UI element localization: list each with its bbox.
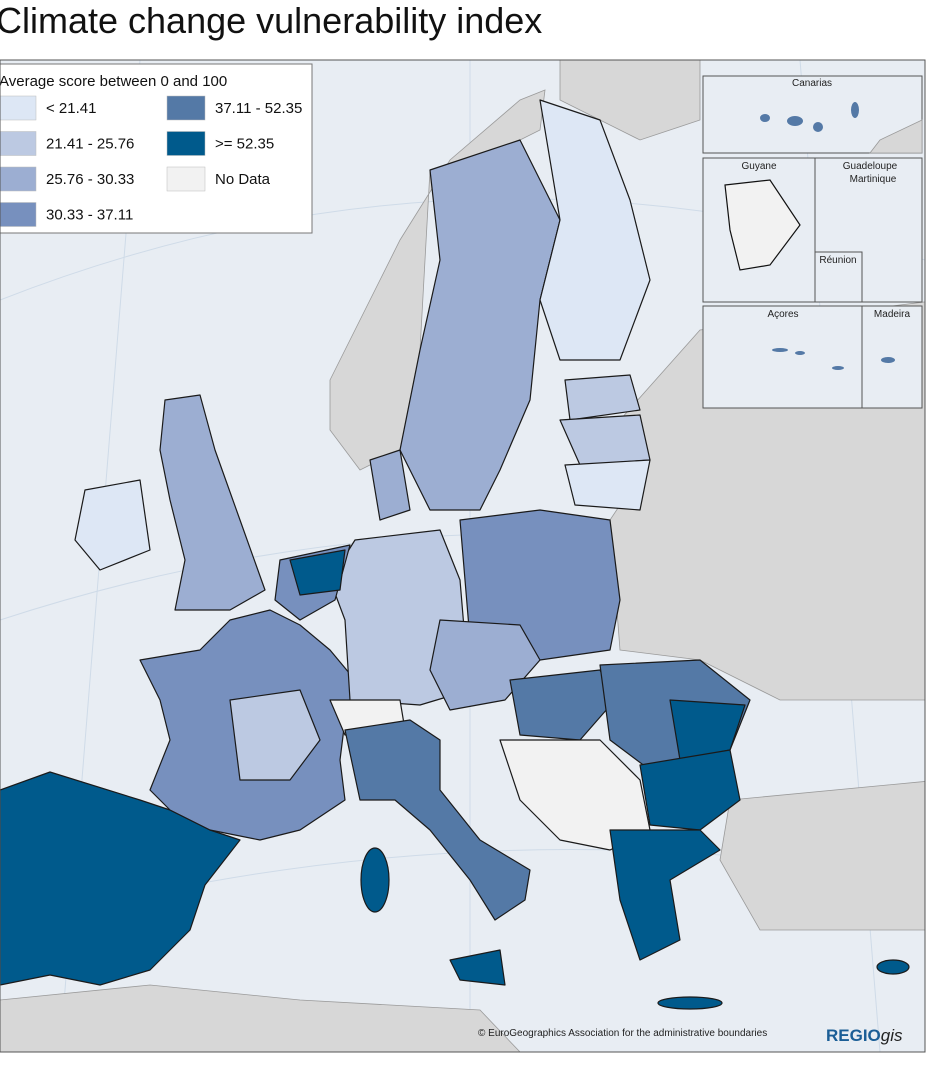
legend-label: 37.11 - 52.35 bbox=[215, 100, 302, 117]
region-iberia bbox=[0, 771, 241, 986]
map: Average score between 0 and 100 < 21.41 2… bbox=[0, 60, 925, 1052]
legend-label: >= 52.35 bbox=[215, 135, 274, 152]
region-estonia bbox=[564, 374, 641, 421]
inset-label: Martinique bbox=[850, 174, 897, 185]
land-non-eu bbox=[869, 119, 923, 154]
logo-italic: gis bbox=[881, 1026, 903, 1045]
inset-frame bbox=[702, 305, 863, 409]
inset-label: Açores bbox=[767, 309, 798, 320]
region-sicily bbox=[449, 949, 506, 986]
legend-box bbox=[0, 63, 313, 234]
insets: Canarias Guyane Guadeloupe Martinique Ré… bbox=[702, 75, 923, 409]
map-frame bbox=[0, 59, 926, 1053]
region-uk bbox=[159, 394, 266, 611]
inset-label: Canarias bbox=[792, 78, 832, 89]
credit: © EuroGeographics Association for the ad… bbox=[478, 1028, 767, 1039]
region-hungary bbox=[509, 669, 616, 741]
inset-islands bbox=[760, 102, 895, 370]
legend-label: 21.41 - 25.76 bbox=[46, 135, 134, 152]
region-ireland bbox=[74, 479, 151, 571]
region-italy bbox=[344, 719, 531, 921]
region-poland bbox=[459, 509, 621, 661]
inset-label: Réunion bbox=[819, 255, 856, 266]
inset-guyane-land bbox=[724, 179, 801, 271]
region-sweden bbox=[399, 139, 561, 511]
legend-swatch bbox=[166, 131, 206, 156]
legend-swatch bbox=[0, 131, 37, 156]
legend-swatch bbox=[0, 202, 37, 227]
inset-label: Madeira bbox=[874, 309, 911, 320]
legend-label: 30.33 - 37.11 bbox=[46, 206, 133, 223]
region-denmark bbox=[369, 449, 411, 521]
logo-bold: REGIO bbox=[826, 1026, 881, 1045]
legend-label: 25.76 - 30.33 bbox=[46, 171, 134, 188]
inset-frame bbox=[861, 305, 923, 409]
land-non-eu bbox=[719, 781, 925, 931]
legend-swatch bbox=[166, 166, 206, 192]
region-bulgaria bbox=[639, 749, 741, 831]
map-title: Climate change vulnerability index bbox=[0, 0, 542, 41]
inset-frame bbox=[814, 251, 863, 303]
land-non-eu bbox=[559, 60, 701, 141]
legend-title: Average score between 0 and 100 bbox=[0, 73, 227, 90]
land-non-eu bbox=[0, 984, 521, 1052]
region-france-centre bbox=[229, 689, 321, 781]
legend-swatch bbox=[0, 166, 37, 192]
region-lithuania bbox=[564, 459, 651, 511]
inset-label: Guyane bbox=[741, 161, 776, 172]
region-cyprus bbox=[876, 959, 910, 975]
legend: Average score between 0 and 100 < 21.41 2… bbox=[0, 63, 313, 234]
legend-swatch bbox=[0, 95, 37, 121]
region-finland bbox=[539, 99, 651, 361]
legend-swatch bbox=[166, 95, 206, 121]
region-netherlands-coast bbox=[289, 549, 346, 596]
region-sardinia bbox=[360, 847, 390, 913]
region-crete bbox=[657, 996, 723, 1010]
legend-label: < 21.41 bbox=[46, 100, 96, 117]
inset-label: Guadeloupe bbox=[843, 161, 898, 172]
logo: REGIOgis bbox=[826, 1026, 903, 1045]
legend-label: No Data bbox=[215, 171, 271, 188]
region-greece bbox=[609, 829, 721, 961]
